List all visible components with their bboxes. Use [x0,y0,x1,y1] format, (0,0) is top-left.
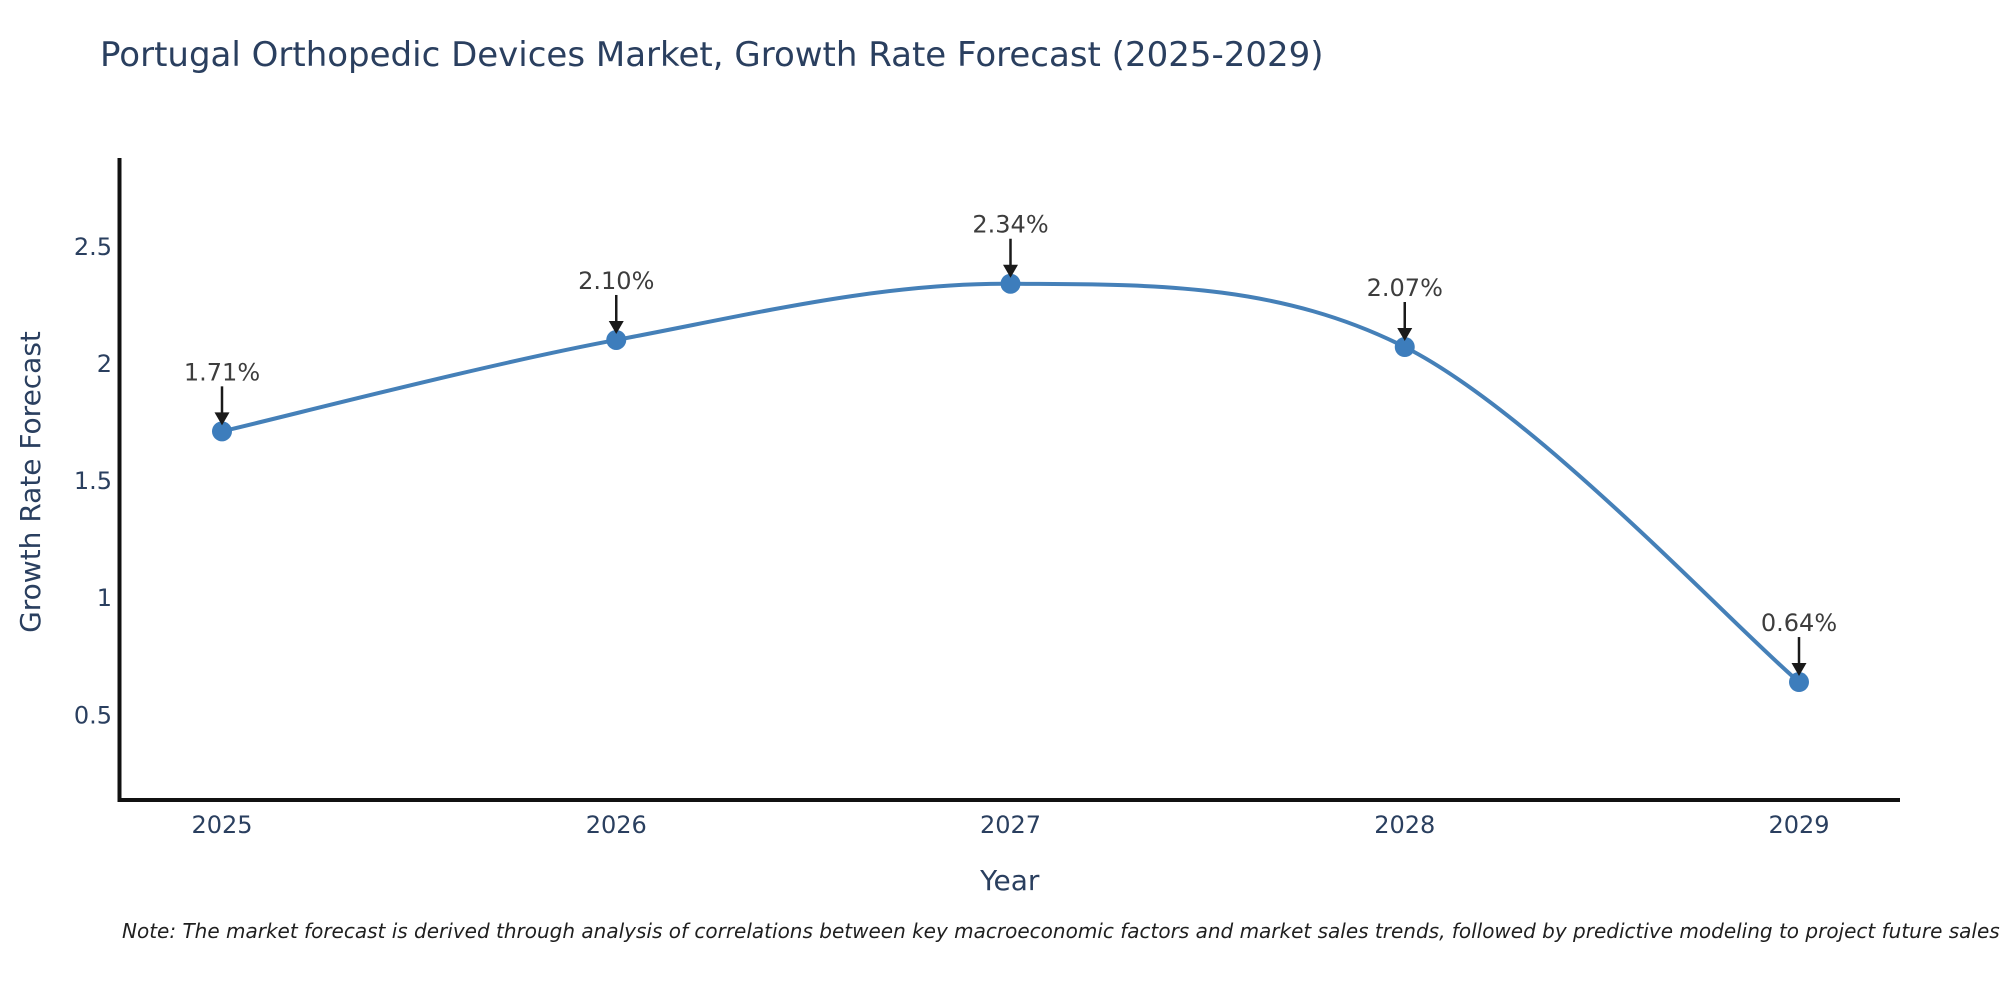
y-axis-title: Growth Rate Forecast [14,331,47,633]
ytick-label: 0.5 [74,701,112,729]
x-axis-title: Year [979,864,1040,897]
ytick-label: 2.5 [74,233,112,261]
ytick-label: 1.5 [74,467,112,495]
annotation-arrowhead [608,320,624,334]
note-text: Note: The market forecast is derived thr… [122,919,2000,943]
data-point-marker [1000,273,1021,294]
annotation-arrowhead [1397,327,1413,341]
annotation-label: 1.71% [184,358,260,386]
data-point-marker [212,421,232,442]
annotation-label: 2.07% [1367,274,1443,302]
xtick-label: 2027 [980,811,1041,839]
annotation-label: 0.64% [1761,609,1837,637]
annotation-arrowhead [1791,663,1807,677]
xtick-label: 2026 [586,811,647,839]
annotation-arrowhead [214,412,230,426]
data-point-marker [606,329,627,350]
ytick-label: 2 [97,350,112,378]
data-point-marker [1394,336,1415,357]
xtick-label: 2028 [1374,811,1435,839]
annotation-label: 2.10% [578,267,654,295]
xtick-label: 2025 [191,811,252,839]
ytick-label: 1 [97,584,112,612]
annotation-label: 2.34% [972,211,1048,239]
data-point-marker [1789,672,1809,693]
series-line [220,281,1801,685]
xtick-label: 2029 [1768,811,1829,839]
annotation-arrowhead [1003,264,1018,278]
chart-title: Portugal Orthopedic Devices Market, Grow… [100,35,1324,75]
